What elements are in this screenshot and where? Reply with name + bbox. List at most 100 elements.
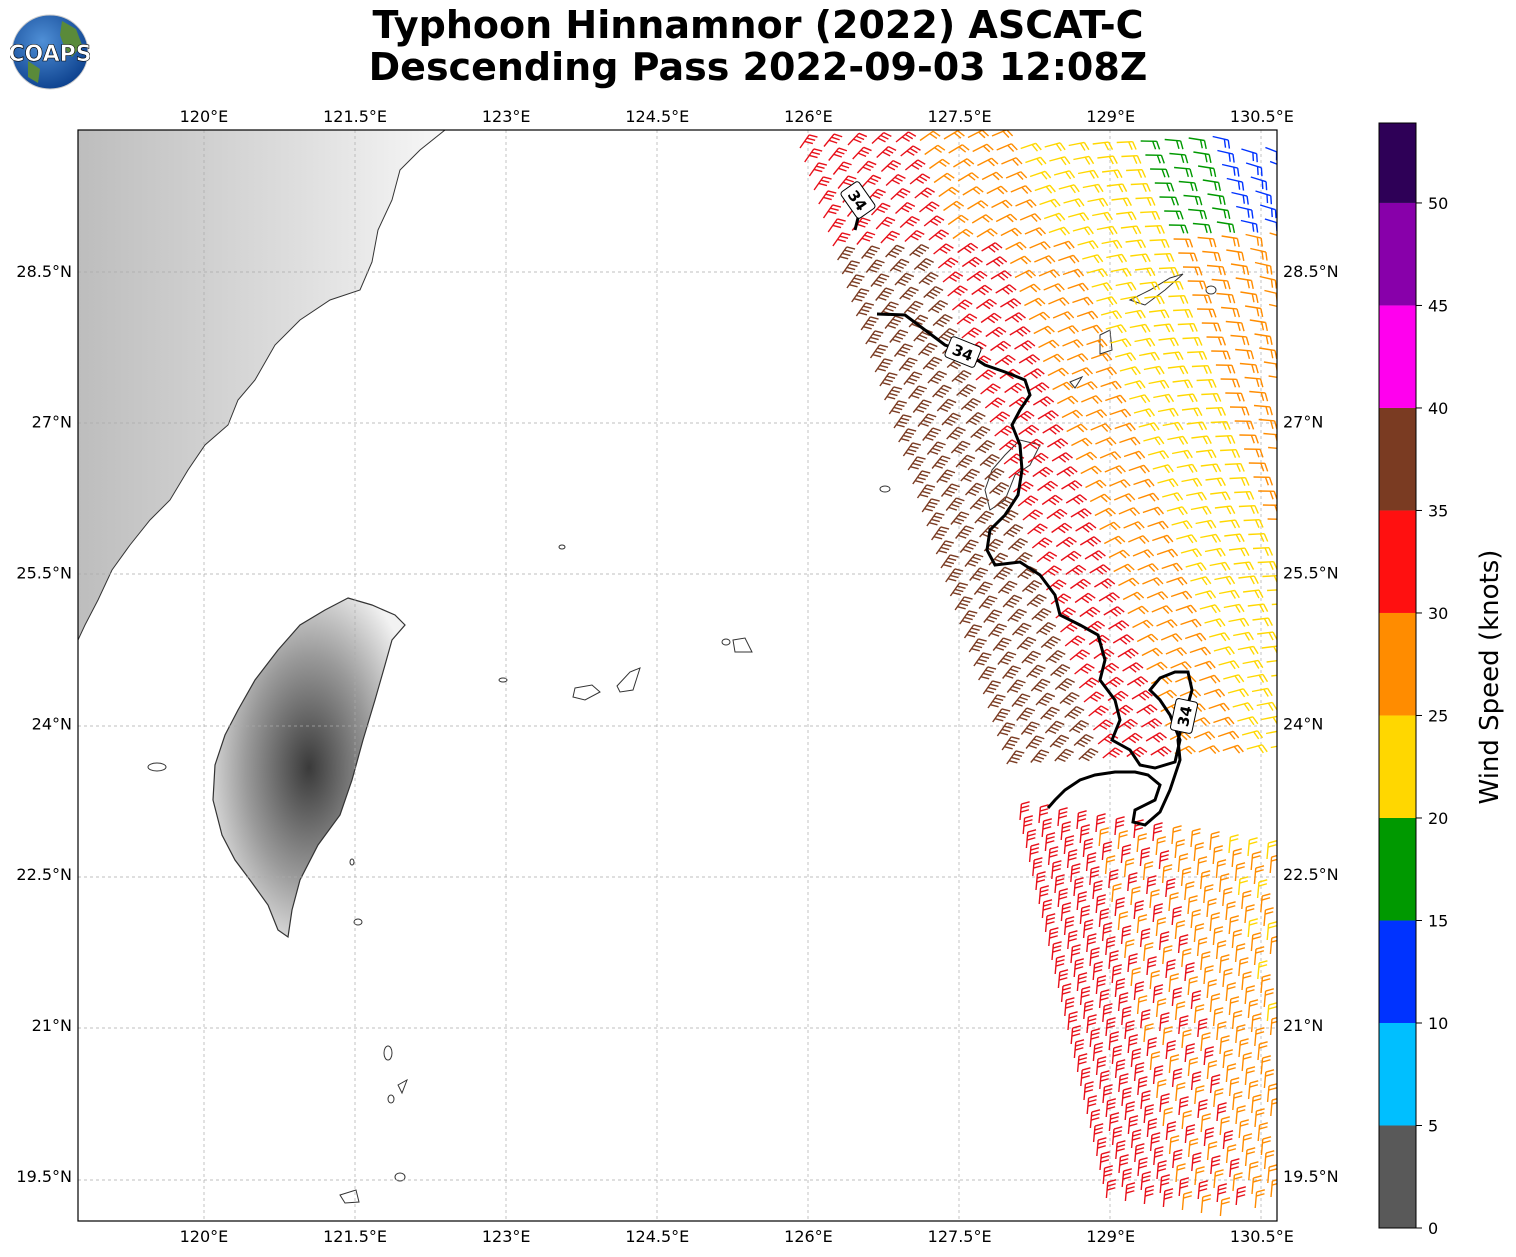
wind-barb xyxy=(1249,390,1269,402)
wind-barb xyxy=(1178,1177,1190,1197)
wind-barb xyxy=(991,130,1014,138)
wind-barb xyxy=(1190,505,1212,515)
wind-barb xyxy=(983,609,1003,623)
wind-barb xyxy=(1124,1101,1136,1121)
wind-barb xyxy=(919,201,940,213)
wind-barb xyxy=(1254,1027,1265,1047)
wind-barb xyxy=(1019,801,1030,821)
lat-label-right: 24°N xyxy=(1283,714,1323,733)
wind-barb xyxy=(1156,619,1178,628)
wind-barb xyxy=(960,468,980,482)
wind-barb xyxy=(1047,438,1069,449)
wind-barb xyxy=(922,356,943,370)
wind-barb xyxy=(1021,650,1041,664)
wind-barb xyxy=(1209,993,1221,1013)
wind-barb xyxy=(936,469,956,483)
wind-barb xyxy=(1153,1146,1164,1166)
wind-barb xyxy=(822,204,842,219)
wind-barb xyxy=(1108,1112,1120,1132)
wind-barb xyxy=(1212,845,1224,865)
wind-barb xyxy=(1032,857,1043,877)
wind-barb xyxy=(997,651,1017,665)
wind-barb xyxy=(1221,235,1240,248)
wind-barb xyxy=(1057,325,1079,334)
wind-barb xyxy=(1216,1021,1227,1041)
wind-barb xyxy=(1225,320,1245,332)
colorbar-tick-label: 45 xyxy=(1428,296,1448,315)
colorbar-tick-label: 10 xyxy=(1428,1014,1448,1033)
wind-barb xyxy=(1145,154,1165,164)
wind-barb xyxy=(1073,877,1084,897)
wind-barb xyxy=(1133,408,1155,418)
wind-barb xyxy=(1253,476,1274,486)
wind-barb xyxy=(1211,278,1231,290)
wind-barb xyxy=(1114,422,1136,432)
wind-barb xyxy=(1165,647,1188,656)
wind-barb xyxy=(1136,833,1148,853)
wind-barb xyxy=(909,243,930,258)
coaps-logo: COAPS xyxy=(10,14,90,90)
wind-barb xyxy=(1124,939,1135,959)
wind-barb xyxy=(1209,632,1231,642)
wind-barb xyxy=(1038,269,1061,278)
wind-barb xyxy=(1069,649,1091,661)
wind-barb xyxy=(1133,981,1145,1001)
wind-barb xyxy=(1071,367,1094,376)
wind-barb xyxy=(1210,491,1231,501)
wind-barb xyxy=(1149,238,1170,248)
wind-barb xyxy=(1119,366,1141,376)
wind-barb xyxy=(1086,1095,1098,1115)
wind-barb xyxy=(1256,879,1268,899)
wind-barb xyxy=(949,582,969,597)
wind-barb xyxy=(1193,842,1205,862)
colorbar-label: Wind Speed (knots) xyxy=(1475,550,1505,805)
wind-barb xyxy=(1146,591,1169,600)
wind-barb xyxy=(1203,1046,1215,1066)
wind-barb xyxy=(1238,575,1259,585)
wind-barb xyxy=(1063,916,1075,936)
wind-barb xyxy=(808,162,828,177)
wind-barb xyxy=(852,146,872,160)
wind-barb xyxy=(1185,562,1207,572)
colorbar-tick-label: 20 xyxy=(1428,809,1448,828)
wind-barb xyxy=(1003,523,1024,538)
wind-barb xyxy=(1172,379,1194,389)
wind-barb xyxy=(874,358,893,373)
wind-barb xyxy=(1106,253,1128,263)
wind-barb xyxy=(1006,750,1025,765)
wind-barb xyxy=(1201,322,1222,332)
wind-barb xyxy=(1217,149,1235,163)
wind-barb xyxy=(1167,365,1189,375)
wind-barb xyxy=(1040,635,1061,650)
wind-barb xyxy=(1027,452,1049,464)
wind-barb xyxy=(1202,179,1222,192)
wind-barb xyxy=(1095,437,1117,446)
wind-barb xyxy=(1111,964,1123,984)
wind-barb xyxy=(1074,663,1095,675)
wind-barb xyxy=(1017,495,1039,507)
wind-barb xyxy=(1244,448,1264,458)
wind-barb xyxy=(1190,1071,1202,1091)
wind-barb xyxy=(1114,1059,1126,1079)
wind-barb xyxy=(870,202,891,216)
wind-barb xyxy=(1203,884,1214,904)
wind-barb xyxy=(1252,617,1273,627)
wind-barb xyxy=(1089,564,1111,575)
wind-barb xyxy=(981,171,1004,181)
wind-barb xyxy=(1053,170,1076,180)
wind-barb xyxy=(847,132,868,146)
wind-barb xyxy=(1250,176,1268,191)
wind-barb xyxy=(1251,687,1273,697)
wind-barb xyxy=(1229,1158,1240,1178)
wind-barb xyxy=(1212,1007,1224,1027)
wind-barb xyxy=(1000,227,1022,237)
wind-barb xyxy=(1263,907,1274,927)
wind-barb xyxy=(1041,565,1062,577)
wind-barb xyxy=(1021,579,1043,594)
wind-barb xyxy=(1259,275,1277,289)
wind-barb xyxy=(919,130,941,142)
wind-barb xyxy=(1250,247,1268,261)
wind-barb xyxy=(987,694,1006,709)
wind-barb xyxy=(1057,888,1069,908)
wind-barb xyxy=(1117,830,1129,850)
